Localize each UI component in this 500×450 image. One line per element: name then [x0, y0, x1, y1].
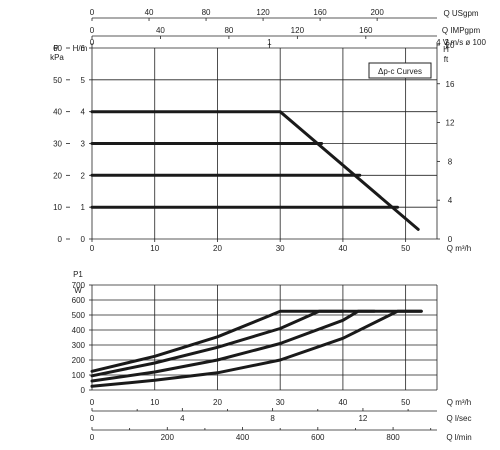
lower-curve-2 [90, 309, 376, 383]
upper-y-right-tick-label: 16 [446, 80, 455, 89]
lower-y-tick-label: 100 [72, 371, 86, 380]
bottom-axis-tick-label-0: 8 [270, 414, 275, 423]
top-axis-tick-label-2: 2 [445, 38, 450, 47]
top-axis-tick-label-0: 0 [90, 8, 95, 17]
lower-curve-0 [90, 309, 423, 373]
lower-curve-3 [90, 309, 423, 388]
upper-y-outer-tick-label: 60 [53, 44, 62, 53]
upper-y-right-tick-label: 20 [446, 41, 455, 50]
bottom-axis-tick-label-0: 4 [180, 414, 185, 423]
upper-x-axis-title: Q m³/h [447, 244, 471, 253]
upper-y-outer-title-P: P [53, 44, 58, 53]
lower-y-tick-label: 700 [72, 281, 86, 290]
upper-y-outer-tick-label: 50 [53, 76, 62, 85]
upper-y-inner-tick-label: 0 [81, 235, 86, 244]
lower-y-tick-label: 600 [72, 296, 86, 305]
top-axis-tick-label-1: 160 [359, 26, 373, 35]
legend-label: Δp-c Curves [378, 67, 422, 76]
top-axis-tick-label-1: 120 [291, 26, 305, 35]
lower-y-tick-label: 300 [72, 341, 86, 350]
top-axis-title-0: Q USgpm [443, 9, 478, 18]
bottom-axis-tick-label-1: 600 [311, 433, 325, 442]
lower-x-tick-label: 10 [150, 398, 159, 407]
upper-y-inner-title: H/m [73, 44, 88, 53]
upper-y-outer-title-kPa: kPa [50, 53, 64, 62]
upper-y-right-tick-label: 12 [446, 119, 455, 128]
bottom-axis-tick-label-1: 400 [236, 433, 250, 442]
upper-y-right-tick-label: 0 [448, 235, 453, 244]
bottom-axis-tick-label-1: 200 [161, 433, 175, 442]
bottom-axis-title-1: Q l/min [446, 433, 471, 442]
bottom-axis-tick-label-0: 12 [358, 414, 367, 423]
top-axis-tick-label-0: 80 [202, 8, 211, 17]
legend-box [368, 62, 432, 79]
top-axis-tick-label-0: 120 [256, 8, 270, 17]
top-axis-tick-label-2: 0 [90, 38, 95, 47]
upper-y-inner-tick-label: 3 [81, 140, 86, 149]
top-axis-tick-label-0: 40 [145, 8, 154, 17]
top-axis-title-1: Q IMPgpm [442, 26, 481, 35]
lower-x-tick-label: 30 [276, 398, 285, 407]
lower-x-tick-label: 50 [401, 398, 410, 407]
bottom-axis-tick-label-1: 800 [386, 433, 400, 442]
lower-y-title-P1: P1 [73, 270, 83, 279]
lower-y-tick-label: 200 [72, 356, 86, 365]
bottom-axis-title-0: Q l/sec [447, 414, 472, 423]
top-axis-tick-label-0: 200 [370, 8, 384, 17]
top-axis-tick-label-1: 40 [156, 26, 165, 35]
upper-x-tick-label: 50 [401, 244, 410, 253]
upper-y-inner-tick-label: 1 [81, 203, 86, 212]
lower-x-tick-label: 0 [90, 398, 95, 407]
lower-x-tick-label: 40 [338, 398, 347, 407]
lower-x-axis-title: Q m³/h [447, 398, 471, 407]
top-axis-title-2: 4 V m/s ø 100 [436, 38, 486, 47]
upper-y-inner-tick-label: 4 [81, 108, 86, 117]
lower-y-tick-label: 400 [72, 326, 86, 335]
upper-y-right-title-ft: ft [444, 55, 449, 64]
lower-x-tick-label: 20 [213, 398, 222, 407]
upper-x-tick-label: 40 [338, 244, 347, 253]
upper-y-outer-tick-label: 20 [53, 171, 62, 180]
upper-y-right-tick-label: 8 [448, 157, 453, 166]
top-axis-tick-label-1: 0 [90, 26, 95, 35]
upper-y-inner-tick-label: 5 [81, 76, 86, 85]
upper-x-tick-label: 10 [150, 244, 159, 253]
lower-y-tick-label: 500 [72, 311, 86, 320]
bottom-axis-tick-label-0: 0 [90, 414, 95, 423]
upper-x-tick-label: 30 [276, 244, 285, 253]
lower-y-title-W: W [74, 286, 82, 295]
bottom-axis-tick-label-1: 0 [90, 433, 95, 442]
upper-y-outer-tick-label: 40 [53, 108, 62, 117]
upper-y-right-title-H: H [443, 45, 449, 54]
lower-curve-1 [90, 309, 345, 378]
upper-y-right-tick-label: 4 [448, 196, 453, 205]
upper-y-outer-tick-label: 10 [53, 203, 62, 212]
upper-curve-0 [90, 110, 420, 231]
upper-x-tick-label: 20 [213, 244, 222, 253]
top-axis-tick-label-2: 1 [267, 38, 272, 47]
top-axis-tick-label-1: 80 [224, 26, 233, 35]
upper-y-inner-tick-label: 2 [81, 171, 86, 180]
lower-y-tick-label: 0 [81, 386, 86, 395]
upper-y-outer-tick-label: 30 [53, 140, 62, 149]
top-axis-tick-label-0: 160 [313, 8, 327, 17]
upper-y-outer-tick-label: 0 [58, 235, 63, 244]
upper-x-tick-label: 0 [90, 244, 95, 253]
upper-y-inner-tick-label: 6 [81, 44, 86, 53]
